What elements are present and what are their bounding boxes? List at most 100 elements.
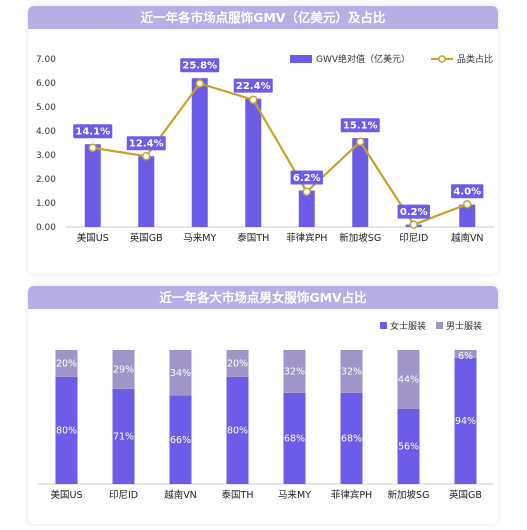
share-label-box xyxy=(290,170,323,185)
y-tick-label: 6.00 xyxy=(36,79,56,89)
share-data-label: 6.2% xyxy=(293,173,321,184)
female-bar xyxy=(112,388,135,484)
gmv-chart-svg: 0.00 1.00 2.00 3.00 4.00 5.00 6.00 7.00 美国US 英国GB… xyxy=(36,53,494,244)
share-data-label: 15.1% xyxy=(343,121,378,132)
female-bar xyxy=(454,358,477,484)
gmv-chart-title: 近一年各市场点服饰GMV（亿美元）及占比 xyxy=(28,6,498,29)
male-data-label: 32% xyxy=(341,366,362,377)
female-bar xyxy=(283,392,306,484)
female-bar xyxy=(55,376,78,484)
male-data-label: 29% xyxy=(113,364,134,375)
male-data-label: 32% xyxy=(284,366,305,377)
share-data-label: 22.4% xyxy=(236,81,271,92)
x-category-label: 新加坡SG xyxy=(339,232,381,244)
share-point xyxy=(302,187,311,196)
x-category-label: 印尼ID xyxy=(109,489,138,501)
y-tick-label: 4.00 xyxy=(36,127,56,137)
x-category-label: 菲律宾PH xyxy=(331,489,372,501)
share-label-box xyxy=(233,78,273,93)
male-bar xyxy=(112,350,135,389)
gmv-bar xyxy=(191,78,208,227)
share-point xyxy=(195,79,204,88)
x-category-label: 印尼ID xyxy=(399,232,428,244)
legend-line-label: 品类占比 xyxy=(457,53,493,65)
female-data-label: 80% xyxy=(227,425,248,436)
gender-chart-panel: 近一年各大市场点男女服饰GMV占比 80% 20% 美国US 71% 29% 印尼ID 66… xyxy=(28,286,498,524)
male-data-label: 20% xyxy=(227,358,248,369)
x-category-label: 美国US xyxy=(51,489,83,501)
gmv-bar xyxy=(352,138,369,227)
y-tick-label: 3.00 xyxy=(36,151,56,161)
x-category-label: 英国GB xyxy=(449,489,482,501)
gmv-bar xyxy=(245,98,262,227)
share-data-label: 12.4% xyxy=(129,139,164,150)
share-data-label: 0.2% xyxy=(400,207,428,218)
x-category-label: 越南VN xyxy=(451,232,484,244)
x-category-label: 菲律宾PH xyxy=(286,232,327,244)
share-label-box xyxy=(180,58,220,73)
share-point xyxy=(88,143,97,153)
male-data-label: 34% xyxy=(170,368,191,379)
legend-line-marker xyxy=(438,55,446,63)
gmv-bar xyxy=(459,204,476,227)
x-category-label: 泰国TH xyxy=(222,489,254,501)
share-data-label: 4.0% xyxy=(453,187,481,198)
female-data-label: 56% xyxy=(398,441,419,452)
y-tick-label: 7.00 xyxy=(36,55,56,65)
female-data-label: 68% xyxy=(341,433,362,444)
x-category-label: 泰国TH xyxy=(237,232,269,244)
legend-bar-label: GWV绝对值（亿美元） xyxy=(316,53,410,65)
male-bar xyxy=(226,350,249,377)
y-tick-label: 0.00 xyxy=(36,223,56,233)
legend-female-label: 女士服装 xyxy=(390,320,426,332)
female-data-label: 80% xyxy=(56,425,77,436)
x-category-label: 马来MY xyxy=(183,233,216,244)
male-bar xyxy=(397,350,420,409)
male-data-label: 44% xyxy=(398,374,419,385)
share-data-label: 14.1% xyxy=(75,127,110,138)
x-category-label: 越南VN xyxy=(164,489,197,501)
share-point xyxy=(249,95,258,105)
y-tick-label: 1.00 xyxy=(36,199,56,209)
x-category-label: 美国US xyxy=(77,232,109,244)
gmv-bar xyxy=(298,190,315,227)
male-bar xyxy=(454,350,477,359)
x-category-label: 英国GB xyxy=(130,232,163,244)
gmv-chart-panel: 近一年各市场点服饰GMV（亿美元）及占比 0.00 1.00 2.00 3.00 4.0… xyxy=(28,6,498,274)
share-point xyxy=(142,151,151,161)
legend-male-swatch xyxy=(436,322,443,329)
female-data-label: 71% xyxy=(113,431,134,442)
share-label-box xyxy=(126,136,166,151)
share-label-box xyxy=(397,204,430,219)
female-bar xyxy=(226,376,249,484)
male-bar xyxy=(169,350,192,396)
x-category-label: 新加坡SG xyxy=(388,489,430,501)
male-data-label: 6% xyxy=(458,351,473,362)
female-data-label: 94% xyxy=(455,416,476,427)
male-data-label: 20% xyxy=(56,358,77,369)
female-data-label: 68% xyxy=(284,433,305,444)
male-bar xyxy=(283,350,306,393)
y-tick-label: 5.00 xyxy=(36,103,56,113)
share-label-box xyxy=(73,124,113,139)
y-tick-label: 2.00 xyxy=(36,175,56,185)
x-category-label: 马来MY xyxy=(278,490,311,501)
gmv-bar xyxy=(138,156,155,227)
male-bar xyxy=(55,350,78,377)
female-bar xyxy=(397,408,420,484)
gender-chart-svg: 80% 20% 美国US 71% 29% 印尼ID 66% 34% 越南VN 80% 20% 泰国TH… xyxy=(38,320,494,501)
legend-male-label: 男士服装 xyxy=(446,320,482,332)
share-label-box xyxy=(340,118,380,133)
share-point xyxy=(409,220,418,229)
share-data-label: 25.8% xyxy=(182,61,217,72)
gender-chart-title: 近一年各大市场点男女服饰GMV占比 xyxy=(28,286,498,309)
female-bar xyxy=(340,392,363,484)
female-data-label: 66% xyxy=(170,435,191,446)
share-point xyxy=(463,199,472,209)
male-bar xyxy=(340,350,363,393)
legend-female-swatch xyxy=(380,322,387,329)
share-label-box xyxy=(451,184,484,199)
legend-bar-swatch xyxy=(290,55,312,63)
gmv-bar xyxy=(84,144,101,227)
female-bar xyxy=(169,395,192,484)
